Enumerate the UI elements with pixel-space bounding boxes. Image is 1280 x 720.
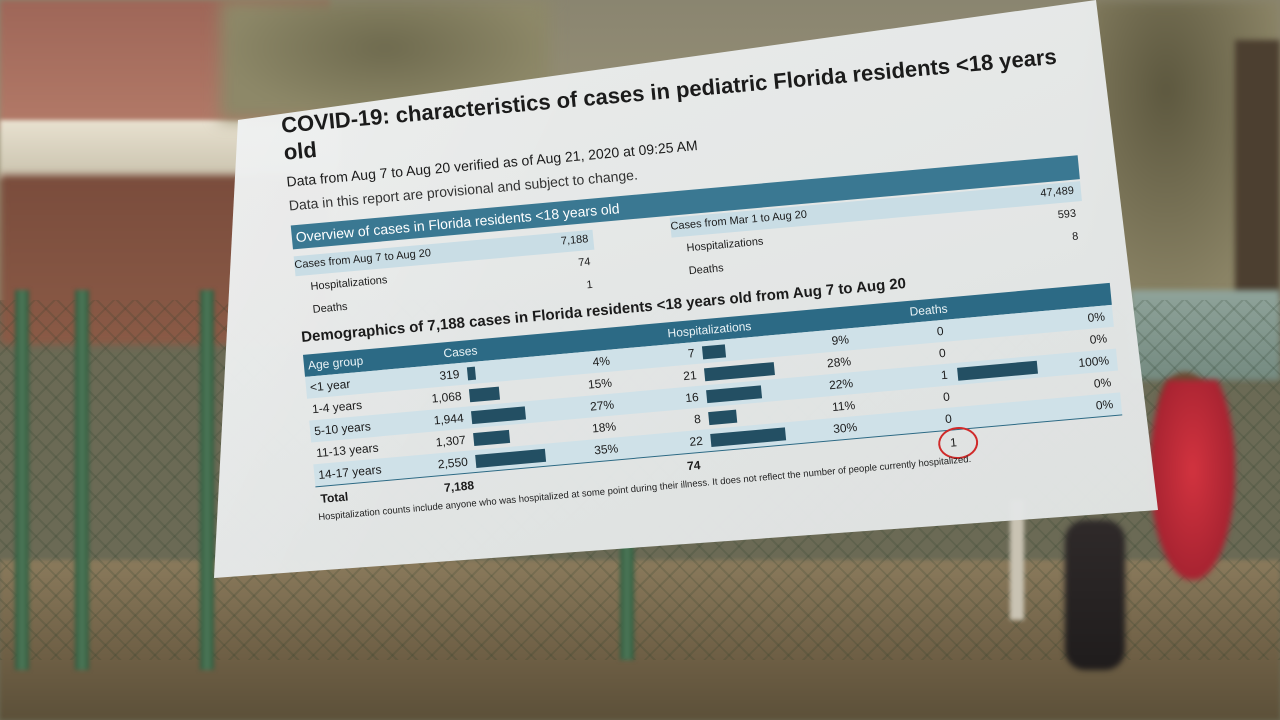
deaths-pct-cell: 0%	[1095, 397, 1114, 413]
overview-value: 593	[1057, 207, 1077, 222]
age-group-cell: 11-13 years	[315, 440, 380, 461]
hospitalizations-bar	[704, 362, 775, 382]
hospitalizations-bar	[708, 409, 738, 426]
overview-label: Hospitalizations	[686, 235, 764, 255]
age-group-cell: 14-17 years	[317, 462, 383, 482]
deaths-pct-cell: 0%	[1089, 331, 1108, 347]
overview-label: Hospitalizations	[310, 274, 388, 293]
tree-trunk	[1235, 40, 1280, 300]
playground-shelter	[1130, 290, 1280, 380]
cases-pct-cell: 35%	[593, 441, 619, 458]
cases-bar	[468, 386, 501, 403]
overview-value: 47,489	[1039, 184, 1075, 200]
cases-pct-cell: 18%	[591, 419, 617, 436]
total-cases: 7,188	[443, 478, 475, 495]
hosp-cell: 7	[687, 346, 696, 361]
hosp-cell: 16	[684, 389, 700, 406]
age-group-cell: 1-4 years	[311, 397, 363, 417]
hosp-pct-cell: 11%	[831, 398, 856, 415]
cases-bar	[471, 406, 527, 425]
column-deaths: Deaths	[908, 301, 949, 319]
hospitalizations-bar	[710, 427, 787, 447]
hosp-cell: 8	[693, 411, 702, 427]
deaths-cell: 1	[940, 367, 949, 383]
age-group-cell: <1 year	[309, 376, 351, 395]
deaths-pct-cell: 100%	[1077, 353, 1110, 370]
overview-value: 1	[585, 278, 594, 292]
cases-pct-cell: 27%	[589, 397, 615, 414]
overview-label: Deaths	[688, 262, 725, 278]
hospitalizations-bar	[706, 385, 763, 404]
column-cases: Cases	[442, 343, 478, 361]
hosp-pct-cell: 28%	[826, 354, 852, 371]
hosp-pct-cell: 30%	[832, 419, 858, 437]
child-walking	[1065, 520, 1125, 670]
age-group-cell: 5-10 years	[313, 419, 372, 439]
cases-bar	[475, 448, 547, 468]
deaths-pct-cell: 0%	[1093, 375, 1112, 391]
cases-cell: 319	[438, 367, 461, 383]
overview-label: Cases from Aug 7 to Aug 20	[293, 247, 432, 272]
deaths-cell: 0	[936, 323, 945, 339]
hosp-pct-cell: 9%	[830, 332, 850, 348]
column-age-group: Age group	[307, 353, 364, 373]
cases-pct-cell: 4%	[591, 353, 611, 370]
cases-pct-cell: 15%	[587, 375, 613, 392]
total-hospitalizations: 74	[686, 458, 702, 474]
fence-post	[620, 540, 634, 660]
hosp-cell: 22	[688, 433, 704, 449]
fence-post	[200, 290, 214, 670]
total-label: Total	[319, 489, 349, 506]
cases-bar	[473, 429, 511, 447]
hospitalizations-bar	[701, 344, 727, 360]
overview-label: Deaths	[312, 300, 349, 316]
report-document: COVID-19: characteristics of cases in pe…	[280, 39, 1137, 540]
hosp-cell: 21	[682, 368, 698, 384]
overview-value: 7,188	[560, 233, 589, 248]
cases-cell: 1,307	[435, 432, 467, 450]
deaths-cell: 0	[938, 345, 947, 361]
cases-cell: 1,944	[433, 410, 465, 428]
deaths-cell: 0	[944, 411, 953, 427]
overview-value: 8	[1071, 230, 1079, 244]
fence-post	[15, 290, 29, 670]
fence-post	[75, 290, 89, 670]
hosp-pct-cell: 22%	[828, 376, 854, 393]
cases-cell: 1,068	[430, 389, 463, 406]
cases-cell: 2,550	[437, 454, 469, 472]
overview-value: 74	[577, 256, 592, 270]
cases-bar	[466, 366, 477, 381]
deaths-cell: 0	[942, 389, 951, 405]
fence-post	[1010, 500, 1024, 620]
child-red-dress	[1150, 380, 1235, 580]
deaths-pct-cell: 0%	[1086, 309, 1106, 325]
